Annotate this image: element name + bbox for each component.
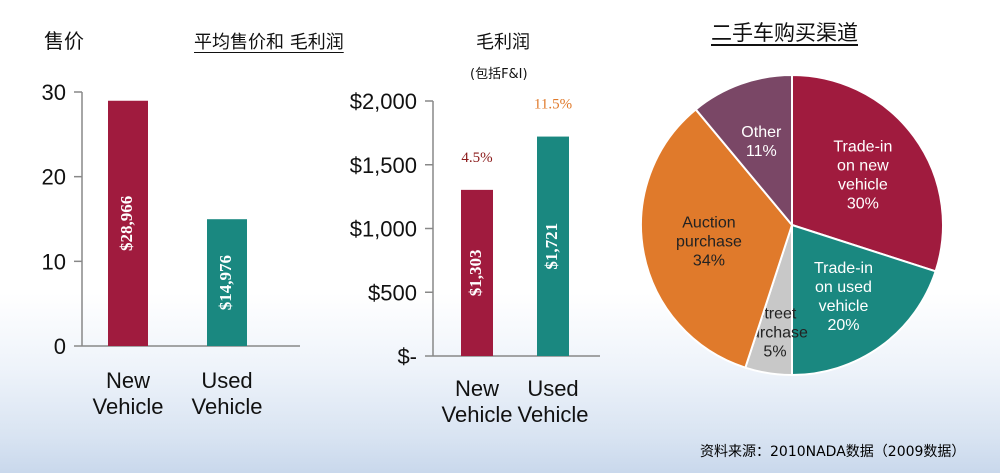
price-bar-chart: 0102030$28,966NewVehicle$14,976UsedVehic… [42,80,300,419]
x-category-label-line1: New [106,368,150,393]
pie-slice [640,108,794,369]
pie-slice-label: on new [837,157,889,174]
y-tick-label: 10 [42,249,66,274]
pie-slice-label: Auction [682,215,735,232]
gross-profit-header: 毛利润 [476,32,530,53]
y-tick-label: 0 [54,334,66,359]
x-category-label-line2: Vehicle [518,402,589,427]
pie-slice-label: vehicle [838,176,888,193]
y-tick-label: $1,500 [350,153,417,178]
y-tick-label: $500 [368,280,417,305]
y-tick-label: $2,000 [350,89,417,114]
bar [207,219,247,346]
bar [108,100,148,346]
x-category-label-line1: New [455,376,499,401]
pie-slice [791,73,944,273]
y-tick-label: 20 [42,165,66,190]
pie-slice-label: vehicle [819,298,869,315]
pie-slice [694,73,793,228]
pie-slice-label: 20% [827,317,859,334]
pie-slice-label: Trade-in [833,138,892,155]
price-header: 售价 [44,29,84,53]
pie-slice-label: 34% [693,253,725,270]
y-tick-label: $1,000 [350,217,417,242]
bar [537,136,569,356]
bar-value-label: $14,976 [216,255,235,310]
pie-slice-label: Trade-in [814,260,873,277]
margin-pct-label: 4.5% [461,150,492,166]
bar-value-label: $28,966 [117,196,136,251]
pie-slice-label: purchase [676,234,742,251]
x-category-label-line1: Used [201,368,252,393]
source-note: 资料来源：2010NADA数据（2009数据） [700,444,966,460]
pie-slice-label: on used [815,279,872,296]
bar-value-label: $1,303 [466,250,485,297]
pie-slice-label: 11% [746,143,777,160]
purchase-channel-pie: Trade-in on new vehicle 30% Trade-in on used v… [640,73,944,377]
pie-slice [791,223,937,377]
y-tick-label: $- [397,344,417,369]
purchase-channels-title: 二手车购买渠道 [711,21,858,45]
incl-fi-note: (包括F&I) [470,67,528,82]
bar [461,189,493,356]
x-category-label-line2: Vehicle [192,394,263,419]
pie-slice-label: 30% [847,195,879,212]
avg-price-profit-title: 平均售价和 毛利润 [194,32,344,53]
pie-slice-label: 5% [763,344,786,361]
bar-value-label: $1,721 [542,223,561,270]
pie-slice-label: Other [741,124,782,141]
x-category-label-line2: Vehicle [442,402,513,427]
x-category-label-line1: Used [527,376,578,401]
y-tick-label: 30 [42,80,66,105]
margin-pct-label: 11.5% [534,97,572,113]
gross-profit-bar-chart: $-$500$1,000$1,500$2,000$1,3034.5%NewVeh… [350,89,600,427]
x-category-label-line2: Vehicle [93,394,164,419]
